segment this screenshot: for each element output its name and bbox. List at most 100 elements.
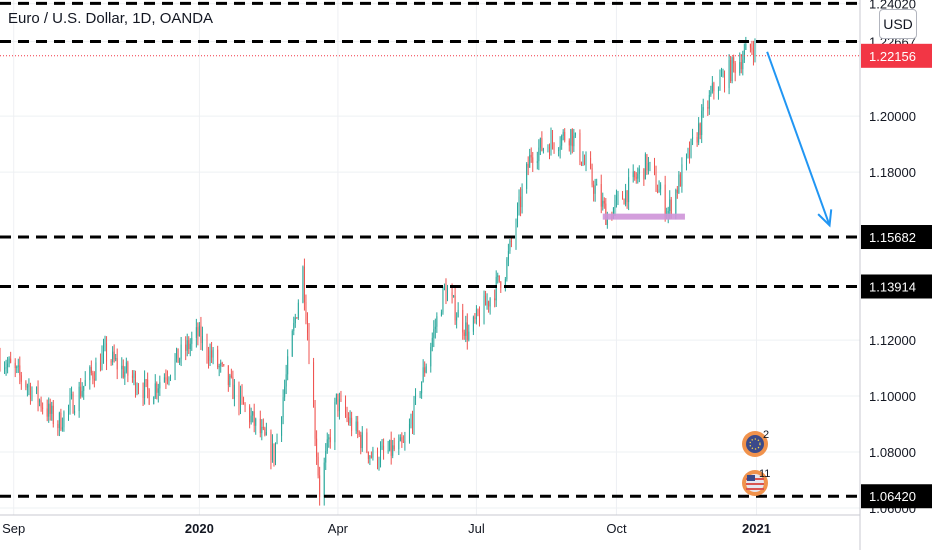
- y-tick-label: 1.12000: [869, 333, 916, 348]
- candle-body: [89, 367, 90, 380]
- candle-body: [197, 327, 198, 336]
- candle-body: [199, 326, 200, 336]
- candle-body: [678, 174, 679, 192]
- support-zone[interactable]: [603, 214, 685, 220]
- candle-body: [146, 379, 147, 380]
- candle-body: [497, 275, 498, 277]
- candle-body: [293, 323, 294, 331]
- candle-body: [21, 375, 22, 381]
- candle-body: [105, 343, 106, 347]
- candle-body: [660, 185, 661, 190]
- candle-body: [368, 452, 369, 459]
- candle-body: [50, 404, 51, 414]
- candle-body: [231, 376, 232, 377]
- candle-body: [149, 389, 150, 404]
- candle-body: [646, 154, 647, 170]
- candle-body: [447, 292, 448, 301]
- candle-body: [552, 136, 553, 144]
- candle-body: [637, 174, 638, 179]
- candle-body: [260, 419, 261, 433]
- candle-body: [178, 348, 179, 362]
- candle-body: [42, 408, 43, 409]
- candle-body: [207, 336, 208, 356]
- candle-body: [628, 177, 629, 202]
- candle-body: [181, 345, 182, 359]
- candle-body: [9, 359, 10, 364]
- candle-body: [103, 347, 104, 354]
- candle-body: [444, 286, 445, 288]
- candle-body: [366, 432, 367, 452]
- candle-body: [541, 138, 542, 150]
- candle-body: [138, 390, 139, 391]
- candle-body: [669, 200, 670, 211]
- candle-body: [665, 185, 666, 216]
- candle-body: [479, 315, 480, 324]
- candle-body: [508, 251, 509, 259]
- candle-body: [487, 301, 488, 305]
- candle-body: [10, 359, 11, 363]
- candle-body: [127, 362, 128, 375]
- candle-body: [697, 137, 698, 142]
- candle-body: [657, 191, 658, 192]
- candle-body: [742, 60, 743, 70]
- candle-body: [232, 377, 233, 399]
- candle-body: [251, 416, 252, 423]
- candle-body: [223, 364, 224, 365]
- candle-body: [592, 168, 593, 185]
- candle-body: [627, 191, 628, 203]
- candle-body: [499, 275, 500, 281]
- candle-body: [751, 48, 752, 50]
- candle-body: [175, 359, 176, 376]
- y-tick-label: 1.18000: [869, 165, 916, 180]
- candle-body: [135, 374, 136, 393]
- candle-body: [254, 411, 255, 425]
- candle-body: [509, 241, 510, 251]
- candle-body: [707, 107, 708, 109]
- candle-body: [596, 184, 597, 185]
- candle-body: [339, 399, 340, 411]
- x-tick-label: Oct: [606, 521, 627, 536]
- candle-body: [383, 446, 384, 451]
- candle-body: [57, 424, 58, 428]
- candle-body: [95, 363, 96, 381]
- y-tick-label: 1.20000: [869, 109, 916, 124]
- candle-body: [625, 191, 626, 205]
- candle-body: [452, 292, 453, 296]
- currency-button[interactable]: USD: [879, 9, 917, 39]
- last-price-label: 1.22156: [869, 49, 916, 64]
- candle-body: [468, 332, 469, 340]
- candle-body: [379, 463, 380, 465]
- candle-body: [624, 199, 625, 204]
- candle-body: [455, 296, 456, 321]
- candle-body: [115, 358, 116, 359]
- candle-body: [593, 185, 594, 194]
- candle-body: [745, 44, 746, 50]
- x-tick-label: Sep: [2, 521, 25, 536]
- candle-body: [584, 161, 585, 164]
- candle-body: [334, 402, 335, 442]
- candle-body: [239, 385, 240, 408]
- candle-body: [543, 149, 544, 151]
- candle-body: [595, 186, 596, 194]
- candle-body: [121, 366, 122, 370]
- candle-body: [126, 362, 127, 371]
- candle-body: [185, 345, 186, 351]
- candle-body: [529, 155, 530, 168]
- candle-body: [62, 427, 63, 429]
- candle-body: [219, 366, 220, 367]
- candle-body: [622, 195, 623, 200]
- candle-body: [750, 44, 751, 48]
- candle-body: [284, 387, 285, 398]
- candle-body: [648, 163, 649, 170]
- candle-body: [68, 406, 69, 412]
- candle-body: [458, 310, 459, 317]
- candle-body: [324, 463, 325, 498]
- candle-body: [330, 437, 331, 442]
- candle-body: [25, 382, 26, 388]
- candle-body: [164, 377, 165, 382]
- candle-body: [519, 197, 520, 207]
- candle-body: [313, 362, 314, 407]
- candle-body: [274, 444, 275, 462]
